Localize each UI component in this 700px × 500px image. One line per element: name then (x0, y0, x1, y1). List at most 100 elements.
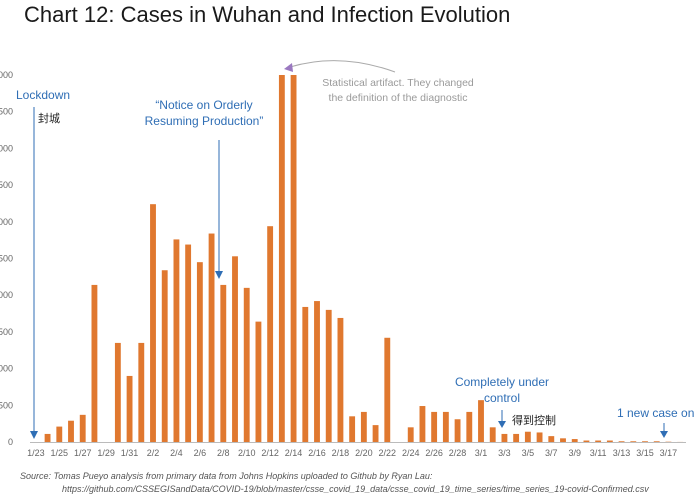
x-tick-label: 2/8 (217, 448, 230, 458)
control-cn-label: 得到控制 (512, 413, 556, 427)
bar-1-28 (91, 284, 98, 442)
x-tick-label: 3/1 (475, 448, 488, 458)
x-tick-label: 2/14 (285, 448, 303, 458)
x-tick-label: 2/10 (238, 448, 256, 458)
bar-2-28 (454, 419, 461, 442)
x-tick-label: 1/23 (27, 448, 45, 458)
bar-1-27 (79, 414, 86, 442)
bar-3-11 (595, 440, 602, 442)
y-tick-label: 3500 (0, 180, 13, 190)
x-tick-label: 2/12 (261, 448, 279, 458)
x-tick-label: 2/22 (379, 448, 397, 458)
bar-2-15 (302, 306, 309, 442)
bar-2-22 (384, 337, 391, 442)
chart-title: Chart 12: Cases in Wuhan and Infection E… (24, 2, 511, 27)
bar-3-15 (642, 441, 648, 442)
bar-3-1 (478, 400, 484, 442)
bar-2-3 (161, 270, 168, 442)
bar-2-29 (466, 411, 473, 442)
y-tick-label: 0 (8, 437, 13, 447)
bar-3-14 (630, 441, 637, 442)
notice-arrow-head-icon (215, 271, 223, 279)
x-tick-label: 2/18 (332, 448, 350, 458)
y-tick-label: 2000 (0, 290, 13, 300)
artifact-label-line1: Statistical artifact. They changed (322, 77, 474, 89)
x-tick-label: 3/11 (590, 448, 607, 458)
bar-2-18 (337, 317, 344, 442)
bar-2-10 (243, 287, 250, 442)
bar-3-3 (501, 433, 508, 442)
x-tick-label: 1/27 (74, 448, 92, 458)
bar-3-12 (606, 440, 613, 442)
bar-2-6 (196, 262, 203, 442)
bar-2-19 (349, 416, 356, 442)
y-tick-label: 500 (0, 400, 13, 410)
bar-2-25 (419, 406, 426, 442)
bar-2-8 (220, 284, 227, 442)
bar-1-24 (44, 433, 51, 442)
x-tick-label: 2/28 (449, 448, 467, 458)
bar-2-17 (325, 309, 332, 442)
control-label-line2: control (484, 391, 520, 405)
bar-3-9 (571, 439, 578, 442)
x-tick-label: 2/2 (147, 448, 160, 458)
lockdown-label: Lockdown (16, 88, 70, 102)
control-arrow-head-icon (498, 421, 506, 428)
x-tick-label: 2/24 (402, 448, 420, 458)
bar-2-7 (208, 233, 215, 442)
artifact-label-line2: the definition of the diagnostic (329, 92, 468, 104)
x-tick-label: 1/31 (121, 448, 139, 458)
x-tick-label: 3/3 (498, 448, 511, 458)
y-tick-label: 3000 (0, 217, 13, 227)
notice-label-line2: Resuming Production” (145, 114, 264, 128)
x-tick-label: 3/9 (568, 448, 581, 458)
x-tick-label: 1/25 (51, 448, 69, 458)
bar-1-26 (68, 420, 74, 442)
y-tick-label: 2500 (0, 254, 13, 264)
x-tick-label: 3/13 (613, 448, 631, 458)
bar-2-20 (360, 411, 367, 442)
bar-3-4 (513, 433, 520, 442)
one-case-arrow-head-icon (660, 431, 668, 438)
control-label-line1: Completely under (455, 375, 549, 389)
x-axis-ticks: 1/23 1/25 1/27 1/29 1/31 2/2 2/4 2/6 2/8 2/10 2/12… (27, 448, 677, 458)
bar-2-11 (255, 321, 262, 442)
bar-3-6 (536, 432, 543, 442)
bar-2-26 (431, 411, 438, 442)
one-case-label: 1 new case on (617, 406, 694, 420)
bar-3-5 (524, 431, 531, 442)
bar-2-1 (138, 342, 145, 442)
bar-2-4 (173, 239, 180, 442)
bar-2-9 (232, 256, 238, 442)
bar-2-24 (407, 427, 414, 442)
x-tick-label: 2/26 (425, 448, 443, 458)
bar-3-7 (548, 436, 555, 442)
lockdown-cn-label: 封城 (38, 111, 60, 125)
bar-2-14 (290, 75, 297, 442)
bar-1-30 (114, 342, 121, 442)
source-line2: https://github.com/CSSEGISandData/COVID-… (62, 484, 649, 494)
bar-2-5 (185, 244, 192, 442)
artifact-arrow-head-icon (284, 63, 293, 72)
y-tick-label: 4500 (0, 107, 13, 117)
y-tick-label: 4000 (0, 143, 13, 153)
bar-1-25 (56, 426, 63, 442)
bar-1-31 (126, 375, 133, 442)
x-tick-label: 1/29 (97, 448, 115, 458)
source-line1: Source: Tomas Pueyo analysis from primar… (20, 471, 433, 481)
bar-2-12 (267, 226, 274, 442)
bar-2-27 (442, 411, 449, 442)
x-tick-label: 2/16 (308, 448, 326, 458)
x-tick-label: 2/4 (170, 448, 183, 458)
x-tick-label: 3/5 (522, 448, 535, 458)
notice-label-line1: “Notice on Orderly (155, 98, 252, 112)
x-tick-label: 3/15 (636, 448, 654, 458)
x-tick-label: 2/20 (355, 448, 373, 458)
bar-series (44, 75, 684, 442)
x-tick-label: 2/6 (194, 448, 207, 458)
lockdown-arrow-head-icon (30, 431, 38, 439)
artifact-curved-arrow (289, 60, 396, 73)
